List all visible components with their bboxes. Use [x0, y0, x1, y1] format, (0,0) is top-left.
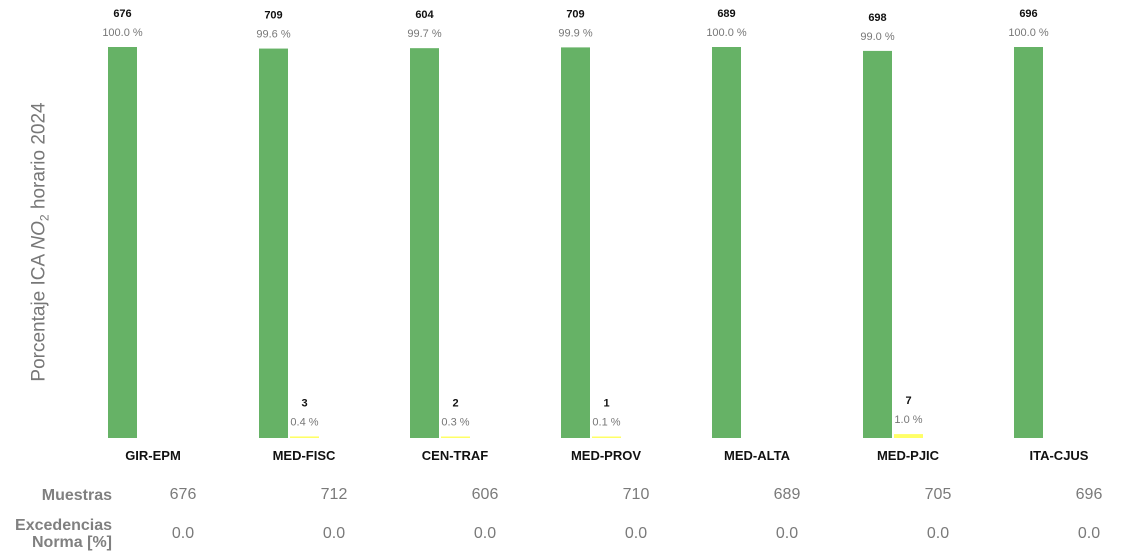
bar-GIR-EPM-s1	[108, 47, 137, 438]
bar-MED-FISC-s1	[259, 48, 288, 439]
percent-label: 99.9 %	[558, 27, 592, 39]
y-axis-label: Porcentaje ICA NO2 horario 2024	[28, 102, 52, 382]
table-cell: 710	[622, 486, 650, 503]
count-label: 709	[566, 8, 584, 20]
bar-MED-PJIC-s2	[894, 434, 923, 438]
category-label: GIR-EPM	[125, 448, 181, 463]
bar-ITA-CJUS-s1	[1014, 47, 1043, 438]
bar-CEN-TRAF-s1	[410, 48, 439, 438]
count-label: 696	[1019, 8, 1037, 20]
count-label: 709	[264, 10, 282, 22]
count-label: 2	[452, 398, 458, 410]
table-cell: 689	[773, 486, 801, 503]
table-cell: 0.0	[926, 525, 950, 542]
bar-MED-PJIC-s1	[863, 50, 892, 438]
table-row-label-muestras: Muestras	[41, 487, 112, 504]
bar-MED-PROV-s1	[561, 47, 590, 439]
table-cell: 712	[320, 486, 348, 503]
table-row-label-excedencias: Excedencias Norma [%]	[15, 517, 112, 551]
bar-MED-FISC-s2	[290, 436, 319, 438]
table-cell: 0.0	[1077, 525, 1101, 542]
count-label: 676	[113, 8, 131, 20]
count-label: 7	[905, 395, 911, 407]
count-label: 1	[603, 398, 609, 410]
count-label: 3	[301, 397, 307, 409]
percent-label: 100.0 %	[102, 27, 143, 39]
category-label: MED-PJIC	[877, 448, 940, 463]
percent-label: 0.3 %	[441, 417, 469, 429]
table-cell: 676	[169, 486, 197, 503]
percent-label: 0.1 %	[592, 417, 620, 429]
count-label: 604	[415, 9, 434, 21]
category-label: MED-FISC	[273, 448, 336, 463]
bar-MED-PROV-s2	[592, 436, 621, 438]
category-label: ITA-CJUS	[1030, 448, 1089, 463]
table-cell: 0.0	[322, 525, 346, 542]
percent-label: 100.0 %	[1008, 27, 1049, 39]
table-cell: 0.0	[473, 525, 497, 542]
percent-label: 99.6 %	[256, 29, 290, 41]
count-label: 689	[717, 8, 735, 20]
percent-label: 100.0 %	[706, 27, 747, 39]
table-cell: 606	[471, 486, 499, 503]
percent-label: 99.0 %	[860, 31, 894, 43]
table-cell: 705	[924, 486, 952, 503]
category-label: MED-ALTA	[724, 448, 791, 463]
table-cell: 0.0	[775, 525, 799, 542]
category-label: MED-PROV	[571, 448, 641, 463]
bar-MED-ALTA-s1	[712, 47, 741, 438]
percent-label: 1.0 %	[894, 414, 922, 426]
table-cell: 0.0	[624, 525, 648, 542]
category-label: CEN-TRAF	[422, 448, 488, 463]
table-cell: 696	[1075, 486, 1103, 503]
table-cell: 0.0	[171, 525, 195, 542]
percent-label: 0.4 %	[290, 416, 318, 428]
count-label: 698	[868, 12, 886, 24]
bar-CEN-TRAF-s2	[441, 436, 470, 438]
percent-label: 99.7 %	[407, 28, 441, 40]
